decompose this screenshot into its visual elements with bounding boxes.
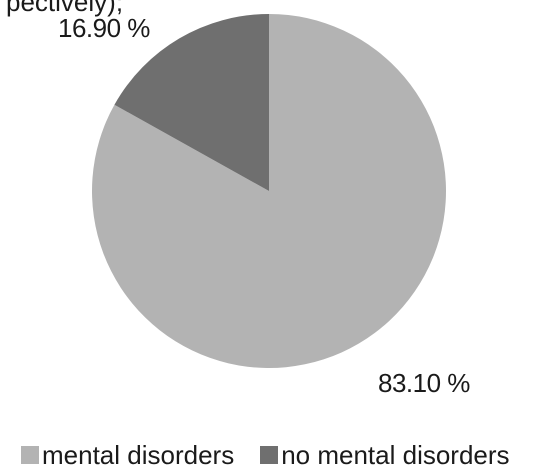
legend-label-mental-disorders: mental disorders [42,439,235,470]
data-label-no-mental-disorders: 16.90 % [58,13,150,43]
legend-swatch-mental-disorders [21,446,39,464]
pie-slice-no-mental-disorders [114,14,269,191]
legend-item-no-mental-disorders: no mental disorders [260,439,510,471]
chart-legend: mental disorders no mental disorders [21,440,536,470]
cropped-caption-fragment: pectively); [6,0,124,17]
legend-label-no-mental-disorders: no mental disorders [281,439,510,470]
legend-item-mental-disorders: mental disorders [21,440,234,471]
pie-slices [91,14,446,368]
legend-swatch-no-mental-disorders [260,446,279,464]
pie-chart [91,14,446,368]
data-label-mental-disorders: 83.10 % [378,368,470,398]
